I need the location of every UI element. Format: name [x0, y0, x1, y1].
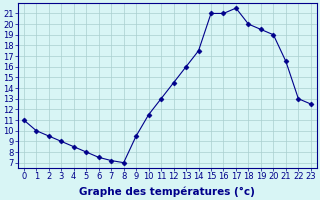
X-axis label: Graphe des températures (°c): Graphe des températures (°c): [79, 187, 255, 197]
